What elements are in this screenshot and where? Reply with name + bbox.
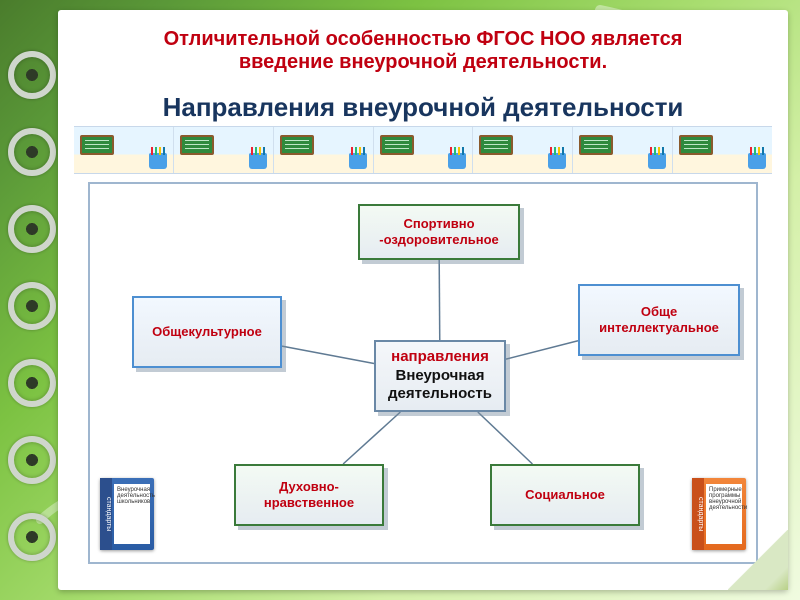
pencil-cup-icon [349,153,367,169]
node-text: нравственное [264,495,354,511]
pencil-cup-icon [149,153,167,169]
node-text: Обще [641,304,677,320]
diagram-edge [478,412,533,464]
pencil-cup-icon [748,153,766,169]
binder-ring-icon [6,49,46,89]
node-text: Внеурочная [396,367,485,386]
diagram-node-left: Общекультурное [132,296,282,368]
title-line1: Отличительной особенностью ФГОС НОО явля… [58,28,788,51]
diagram-edge [282,346,374,363]
node-text: деятельность [388,385,492,404]
diagram-node-center: направленияВнеурочнаядеятельность [374,340,506,412]
binder-ring-icon [6,434,46,474]
chalkboard-icon [479,135,513,155]
diagram-node-bottomright: Социальное [490,464,640,526]
binder-ring-icon [6,511,46,551]
classroom-tile [573,127,673,173]
page: Отличительной особенностью ФГОС НОО явля… [58,10,788,590]
diagram-node-right: Общеинтеллектуальное [578,284,740,356]
pencil-cup-icon [648,153,666,169]
page-curl-icon [728,530,788,590]
diagram-frame: стандарты Внеурочная деятельность школьн… [88,182,758,564]
node-text: Духовно- [279,479,339,495]
pencil-cup-icon [448,153,466,169]
node-text: интеллектуальное [599,320,719,336]
chalkboard-icon [80,135,114,155]
binder-ring-icon [6,126,46,166]
classroom-tile [374,127,474,173]
chalkboard-icon [679,135,713,155]
pencil-cup-icon [548,153,566,169]
binder-ring-icon [6,357,46,397]
book-cover-text: Внеурочная деятельность школьников [114,484,150,544]
book-left-icon: стандарты Внеурочная деятельность школьн… [100,478,154,550]
node-text: Социальное [525,487,605,503]
book-spine-label: стандарты [100,478,112,550]
chalkboard-icon [579,135,613,155]
node-text: направления [391,348,489,367]
chalkboard-icon [280,135,314,155]
diagram-node-bottomleft: Духовно-нравственное [234,464,384,526]
diagram-edge [343,412,400,464]
binder-ring-icon [6,203,46,243]
pencil-cup-icon [249,153,267,169]
notebook-binder [6,0,52,600]
classroom-tile [274,127,374,173]
node-text: -оздоровительное [379,232,499,248]
node-text: Общекультурное [152,324,262,340]
book-spine-label: стандарты [692,478,704,550]
classroom-banner [74,126,772,174]
title-line2: введение внеурочной деятельности. [58,51,788,74]
classroom-tile [174,127,274,173]
diagram-edge [506,341,578,359]
classroom-tile [473,127,573,173]
binder-ring-icon [6,280,46,320]
diagram-node-top: Спортивно-оздоровительное [358,204,520,260]
classroom-tile [74,127,174,173]
page-subtitle: Направления внеурочной деятельности [58,92,788,123]
page-title: Отличительной особенностью ФГОС НОО явля… [58,28,788,74]
classroom-tile [673,127,772,173]
diagram-edge [439,260,440,340]
node-text: Спортивно [403,216,474,232]
chalkboard-icon [380,135,414,155]
chalkboard-icon [180,135,214,155]
